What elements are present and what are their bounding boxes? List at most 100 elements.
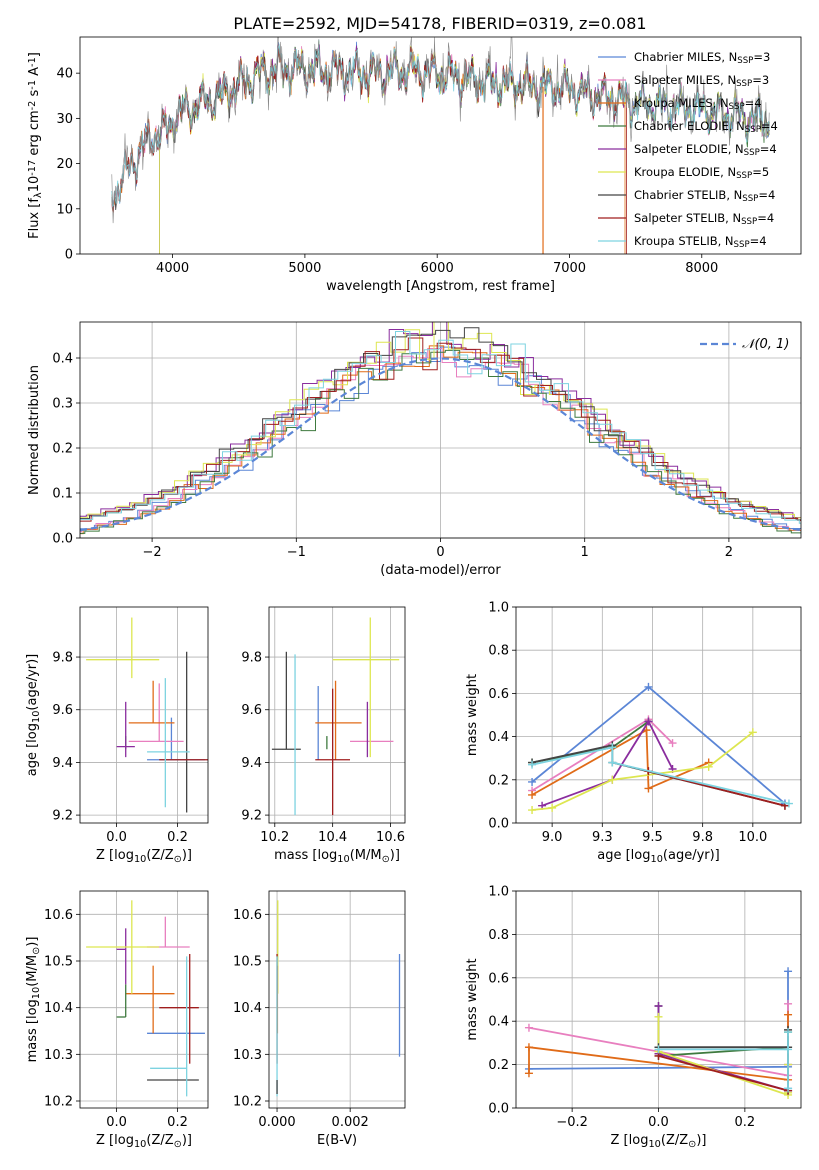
x-axis-label: age [log10(age/yr)] xyxy=(597,848,720,865)
x-axis-label: mass [log10(M/M⊙)] xyxy=(274,848,400,865)
y-tick-label: 10.5 xyxy=(233,955,262,970)
weight-marker xyxy=(784,999,793,1008)
y-tick-label: 0.8 xyxy=(488,928,509,943)
x-tick-label: 0.0 xyxy=(106,830,127,845)
weight-marker xyxy=(644,784,653,793)
y-tick-label: 9.8 xyxy=(241,651,262,666)
y-axis-label: mass weight xyxy=(465,958,480,1040)
y-tick-label: 0.0 xyxy=(52,532,73,547)
y-tick-label: 1.0 xyxy=(488,601,509,616)
weight-marker xyxy=(528,806,537,815)
panel-age_vs_Z: 0.0 0.2 9.2 9.4 9.6 9.8 Z [log10(Z/Z⊙)] age [lo… xyxy=(25,606,209,865)
x-tick-label: 0.000 xyxy=(258,1115,295,1130)
y-axis-label: age [log10(age/yr)] xyxy=(25,654,42,777)
weight-marker xyxy=(644,682,653,691)
plot-area-mass_vs_EBV xyxy=(276,900,401,1097)
y-tick-label: 0.2 xyxy=(488,1058,509,1073)
weight-marker xyxy=(528,777,537,786)
y-tick-label: 9.2 xyxy=(52,809,73,824)
y-tick-label: 0.4 xyxy=(488,730,509,745)
spectrum-legend: Chabrier MILES, NSSP=3 Salpeter MILES, NS… xyxy=(598,50,778,250)
y-tick-label: 10.6 xyxy=(44,908,73,923)
weight-marker xyxy=(524,1069,533,1078)
weight-marker xyxy=(748,728,757,737)
legend-entry: Kroupa ELODIE, NSSP=5 xyxy=(634,165,769,181)
histogram-step-line xyxy=(80,349,801,534)
ticks xyxy=(512,890,746,1112)
x-tick-label: −2 xyxy=(143,545,162,560)
y-tick-label: 9.4 xyxy=(241,756,262,771)
weight-series-line xyxy=(541,719,674,807)
axes-frame xyxy=(79,36,802,255)
x-tick-label: 0.2 xyxy=(167,830,188,845)
x-tick-label: 7000 xyxy=(553,261,586,276)
y-tick-label: 0.2 xyxy=(52,442,73,457)
plot-area-age_vs_Z xyxy=(86,617,208,813)
x-tick-label: 10.0 xyxy=(738,830,767,845)
y-tick-label: 0.8 xyxy=(488,644,509,659)
grid-lines xyxy=(80,607,208,823)
axes-frame xyxy=(515,890,802,1109)
x-axis-label: E(B-V) xyxy=(317,1133,357,1148)
x-tick-label: 9.8 xyxy=(692,830,713,845)
plot-area-residuals xyxy=(80,322,801,535)
weight-series-line xyxy=(657,1006,789,1057)
y-tick-label: 9.2 xyxy=(241,809,262,824)
grid-lines xyxy=(80,891,208,1108)
ticks xyxy=(76,357,730,542)
panel-mass_vs_EBV: 0.000 0.002 10.2 10.3 10.4 10.5 10.6 E(B-V) xyxy=(233,890,406,1148)
legend-entry: Kroupa MILES, NSSP=4 xyxy=(634,96,762,112)
weight-marker xyxy=(784,967,793,976)
y-tick-label: 40 xyxy=(56,67,73,82)
y-tick-label: 0.0 xyxy=(488,817,509,832)
x-tick-label: 9.3 xyxy=(592,830,613,845)
histogram-step-line xyxy=(80,331,801,524)
panel-spectrum: 4000 5000 6000 7000 8000 0 10 20 30 40 wavelength … xyxy=(27,36,802,294)
ticks xyxy=(76,913,178,1112)
weight-series-line xyxy=(531,728,710,796)
weight-marker xyxy=(654,1002,663,1011)
x-axis-label: wavelength [Angstrom, rest frame] xyxy=(326,279,555,294)
histogram-step-line xyxy=(80,327,801,521)
panel-weight_vs_Z: −0.2 0.0 0.2 0.0 0.2 0.4 0.6 0.8 1.0 Z [log10(Z/Z… xyxy=(465,885,802,1150)
x-tick-label: 10.2 xyxy=(260,830,289,845)
weight-marker xyxy=(608,775,617,784)
y-axis-label: mass weight xyxy=(465,674,480,756)
histogram-step-line xyxy=(80,322,801,519)
plot-area-weight_vs_age xyxy=(528,682,793,815)
spectrum-model-line xyxy=(111,39,770,208)
grid-lines xyxy=(269,607,405,823)
y-tick-label: 10.2 xyxy=(233,1095,262,1110)
x-tick-label: 10.6 xyxy=(376,830,405,845)
weight-marker xyxy=(524,1023,533,1032)
x-tick-label: 0.2 xyxy=(167,1115,188,1130)
y-tick-label: 1.0 xyxy=(488,885,509,900)
y-tick-label: 9.6 xyxy=(241,703,262,718)
weight-marker xyxy=(784,1045,793,1054)
weight-series-line xyxy=(658,1055,789,1092)
plot-area-spectrum xyxy=(111,37,770,254)
x-tick-label: 5000 xyxy=(288,261,321,276)
legend-entry: 𝒩(0, 1) xyxy=(742,337,789,352)
weight-marker xyxy=(784,1028,793,1037)
x-tick-label: −1 xyxy=(287,545,306,560)
y-tick-label: 0.2 xyxy=(488,773,509,788)
legend-entry: Chabrier ELODIE, NSSP=4 xyxy=(634,119,778,135)
x-tick-label: 0.002 xyxy=(332,1115,369,1130)
x-axis-label: Z [log10(Z/Z⊙)] xyxy=(96,848,192,865)
x-tick-label: 0.2 xyxy=(735,1115,756,1130)
axes-frame xyxy=(515,606,802,824)
weight-series-line xyxy=(531,685,786,805)
x-tick-label: 0 xyxy=(436,545,444,560)
y-tick-label: 10.2 xyxy=(44,1095,73,1110)
weight-series-line xyxy=(531,720,650,764)
weight-series-line xyxy=(658,1032,789,1089)
axes-frame xyxy=(268,606,406,824)
legend-entry: Salpeter MILES, NSSP=3 xyxy=(634,73,769,89)
y-tick-label: 10.4 xyxy=(44,1001,73,1016)
x-tick-label: 1 xyxy=(581,545,589,560)
panel-residuals: −2 −1 0 1 2 0.0 0.1 0.2 0.3 0.4 (data-model)/error… xyxy=(27,321,802,578)
weight-marker xyxy=(668,739,677,748)
plot-area-mass_vs_Z xyxy=(86,900,205,1097)
